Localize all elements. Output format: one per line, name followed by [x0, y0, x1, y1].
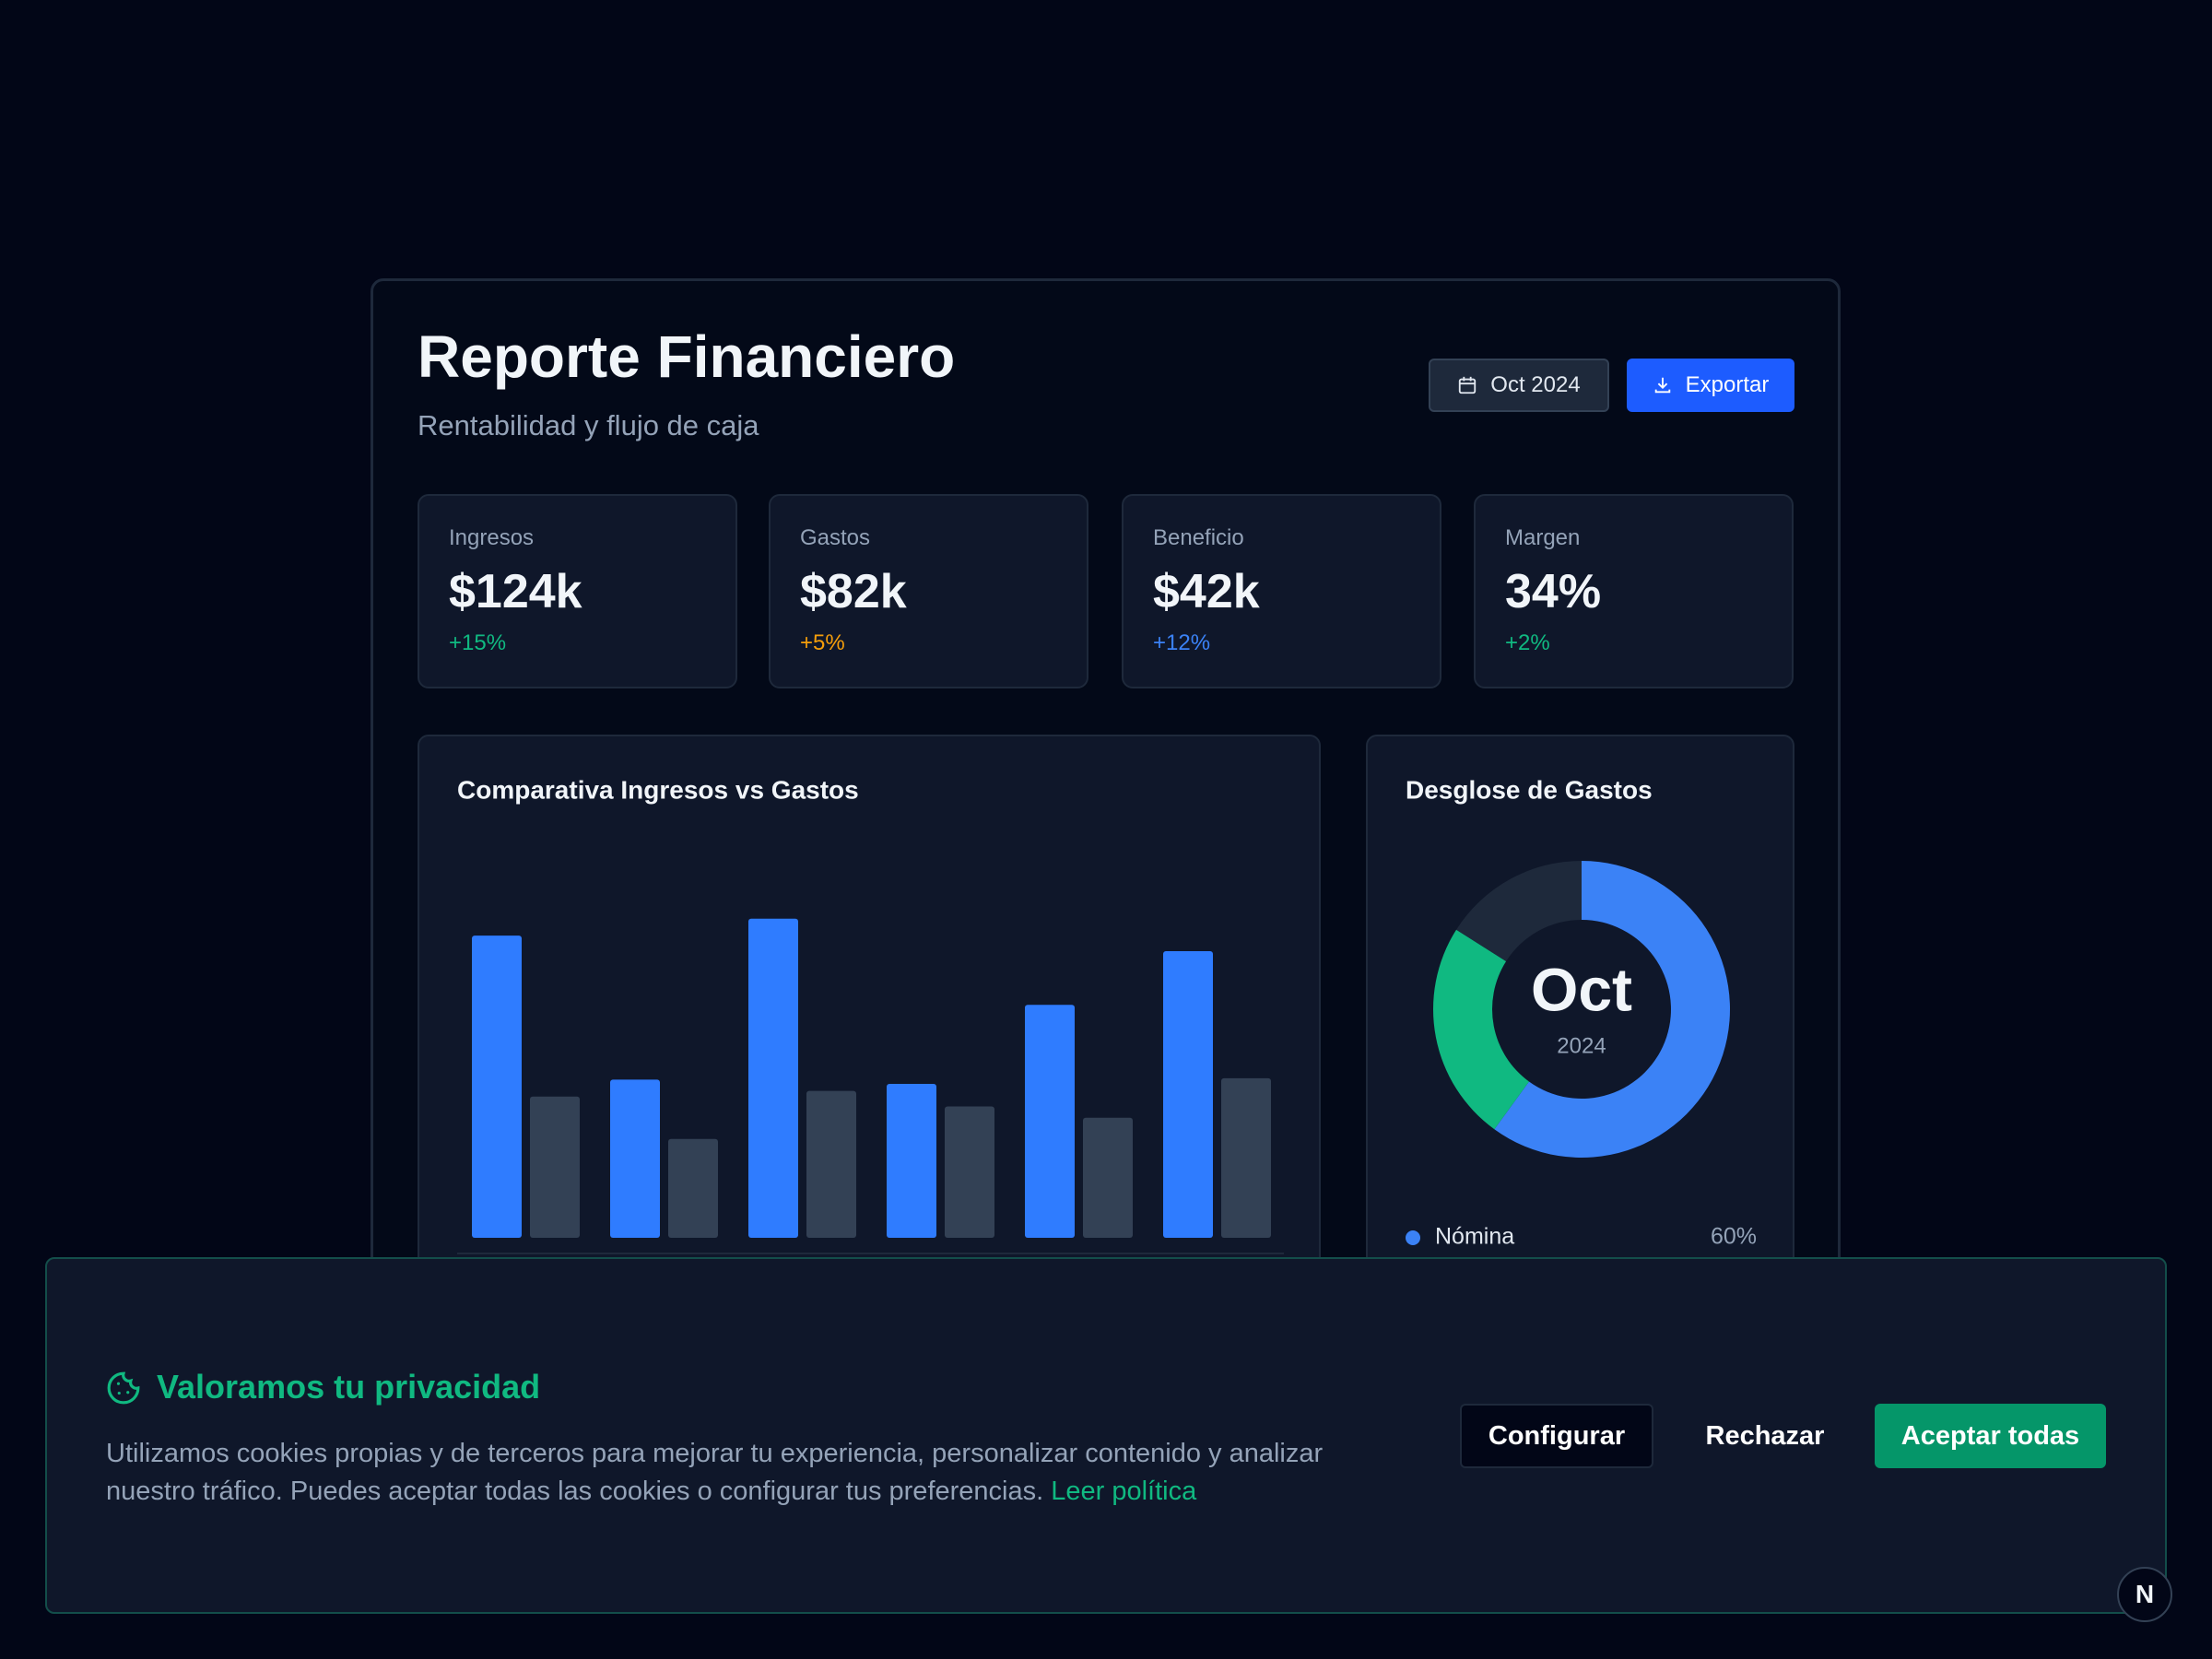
bar: [1221, 1077, 1271, 1238]
bar-chart: Comparativa Ingresos vs Gastos: [457, 775, 1284, 1254]
framework-badge[interactable]: N: [2117, 1567, 2172, 1622]
policy-link[interactable]: Leer política: [1051, 1477, 1197, 1506]
kpi-label: Beneficio: [1153, 525, 1244, 550]
export-label: Exportar: [1685, 372, 1770, 397]
cookie-banner: [45, 1257, 2167, 1614]
donut-segment: [1433, 929, 1529, 1130]
period-button[interactable]: Oct 2024: [1429, 359, 1609, 412]
bar: [1163, 951, 1213, 1238]
cookie-text-block: Utilizamos cookies propias y de terceros…: [106, 1435, 1378, 1511]
kpi-value: $42k: [1153, 565, 1260, 618]
download-icon: [1654, 377, 1670, 394]
kpi-card: Beneficio $42k +12%: [1122, 494, 1441, 688]
kpi-card: Margen 34% +2%: [1474, 494, 1794, 688]
donut-chart: Desglose de Gastos Oct 2024 Nómina 60%: [1406, 775, 1757, 1250]
kpi-label: Margen: [1505, 525, 1581, 550]
bar: [1083, 1117, 1133, 1238]
bar: [530, 1096, 580, 1238]
bar: [748, 918, 798, 1238]
cookie-title: Valoramos tu privacidad: [157, 1368, 541, 1406]
report-subtitle: Rentabilidad y flujo de caja: [418, 409, 759, 441]
chart-title: Desglose de Gastos: [1406, 775, 1653, 804]
donut-center-sublabel: 2024: [1557, 1033, 1606, 1058]
configure-button[interactable]: Configurar: [1460, 1404, 1653, 1468]
bar: [887, 1084, 936, 1238]
kpi-card: Ingresos $124k +15%: [418, 494, 737, 688]
kpi-label: Gastos: [800, 525, 871, 550]
legend-label: Nómina: [1435, 1224, 1514, 1250]
kpi-label: Ingresos: [449, 525, 535, 550]
calendar-icon: [1459, 376, 1477, 394]
chart-title: Comparativa Ingresos vs Gastos: [457, 775, 859, 804]
bar: [668, 1138, 718, 1238]
kpi-value: $82k: [800, 565, 907, 618]
kpi-card: Gastos $82k +5%: [769, 494, 1088, 688]
kpi-value: $124k: [449, 565, 582, 618]
legend-value: 60%: [1711, 1224, 1757, 1250]
bar: [1025, 1005, 1075, 1238]
kpi-change: +12%: [1153, 630, 1211, 655]
reject-button[interactable]: Rechazar: [1705, 1420, 1825, 1451]
donut-center-label: Oct: [1531, 955, 1632, 1023]
kpi-value: 34%: [1505, 565, 1602, 618]
kpi-change: +2%: [1505, 630, 1550, 655]
bar: [945, 1106, 994, 1238]
kpi-change: +15%: [449, 630, 507, 655]
bar: [806, 1090, 856, 1238]
cookie-text: Utilizamos cookies propias y de terceros…: [106, 1439, 1324, 1506]
export-button[interactable]: Exportar: [1627, 359, 1794, 412]
donut-segment: [1494, 861, 1730, 1158]
legend-dot: [1406, 1230, 1420, 1245]
report-title: Reporte Financiero: [418, 324, 956, 390]
bar: [610, 1079, 660, 1238]
period-label: Oct 2024: [1490, 372, 1581, 397]
kpi-change: +5%: [800, 630, 845, 655]
bar: [472, 935, 522, 1238]
accept-button[interactable]: Aceptar todas: [1875, 1404, 2106, 1468]
donut-segment: [1456, 861, 1582, 962]
cookie-icon: [107, 1371, 140, 1405]
